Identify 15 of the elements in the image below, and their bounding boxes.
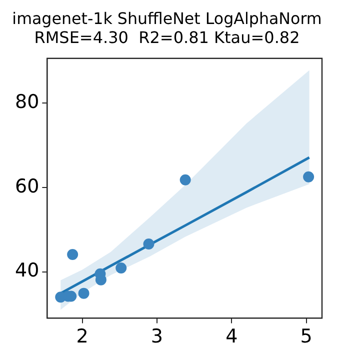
point [180, 174, 191, 186]
chart-subtitle: RMSE=4.30 R2=0.81 Ktau=0.82 [34, 28, 300, 47]
point [303, 171, 314, 182]
x-tick-label: 5 [300, 326, 312, 348]
point [78, 288, 90, 299]
chart-title: imagenet-1k ShuffleNet LogAlphaNorm [12, 8, 322, 28]
y-tick-label: 80 [14, 91, 40, 114]
x-tick-label: 2 [76, 326, 88, 348]
y-tick-label: 60 [14, 175, 40, 198]
point [143, 238, 154, 250]
x-tick-label: 4 [226, 326, 238, 348]
point [67, 249, 78, 260]
point [116, 262, 127, 274]
x-tick-label: 3 [150, 326, 164, 348]
y-tick-label: 40 [14, 260, 40, 282]
